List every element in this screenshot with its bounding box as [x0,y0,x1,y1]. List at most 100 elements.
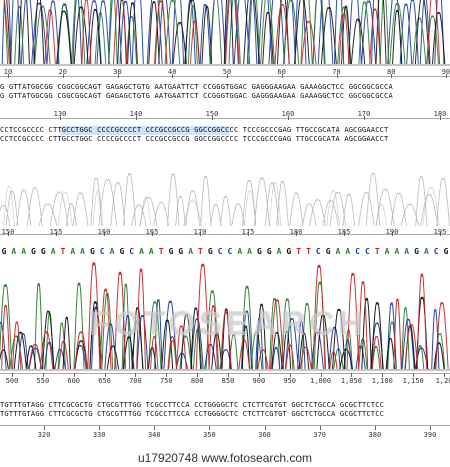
base-call-letter: A [139,247,144,256]
base-call-letter: C [129,247,134,256]
base-call-letter: G [444,247,449,256]
ruler-tick [104,373,106,377]
ruler-tick-label: 380 [368,431,382,439]
ruler-tick-label: 1,100 [371,377,393,385]
ruler-tick-label: 1,20 [435,377,450,385]
sequence-line: TGTTTGTAGG CTTCGCGCTG CTGCGTTTGG TCGCCTT… [0,410,385,418]
base-call-letter: G [208,247,213,256]
ruler-tick-label: 370 [313,431,327,439]
ruler-tick-label: 50 [222,68,232,76]
ruler-tick [288,116,289,120]
base-call-letter: G [326,247,331,256]
ruler-tick [228,373,229,377]
ruler-tick-label: 390 [423,431,437,439]
ruler-tick-label: 330 [92,431,106,439]
ruler-tick-label: 190 [385,228,399,236]
ruler-tick [351,373,353,377]
ruler-tick [248,232,249,236]
ruler-tick-label: 160 [97,228,111,236]
ruler-tick-label: 80 [387,68,396,76]
ruler-tick-label: 700 [129,377,142,385]
ruler-tick [212,116,213,120]
ruler-tick-label: 900 [252,377,266,385]
ruler-tick-label: 90 [441,68,450,76]
ruler-tick-label: 20 [58,68,67,76]
base-call-letter: A [404,247,409,256]
ruler-tick-label: 950 [283,377,297,385]
base-call-letter: A [70,247,75,256]
ruler-tick-label: 650 [98,377,111,385]
ruler-tick-label: 600 [67,377,81,385]
base-call-letter: T [306,247,311,256]
sequence-line: G GTTATGGCGG CGGCGGCAGT GAGAGCTGTG AATGA… [0,83,393,91]
ruler-tick-label: 40 [168,68,177,76]
base-call-letter: G [267,247,272,256]
ruler-tick-label: 195 [433,228,447,236]
ruler-tick-label: 150 [1,228,15,236]
base-call-letter: G [414,247,419,256]
ruler-tick [440,116,441,120]
base-call-letter: C [227,247,232,256]
base-call-letter: G [257,247,262,256]
watermark: FOTOSEARCH [89,305,367,343]
ruler-tick [413,373,415,377]
grey-trace-panel [0,168,450,228]
ruler-tick [392,232,393,236]
sequence-line: G GTTATGGCGG CGGCGGCAGT GAGAGCTGTG AATGA… [0,92,393,100]
base-call-letter: G [119,247,124,256]
ruler-tick-label: 30 [113,68,122,76]
ruler-tick-label: 170 [193,228,207,236]
ruler-tick [44,426,45,430]
ruler-tick-label: 850 [221,377,235,385]
ruler-tick-label: 70 [332,68,341,76]
ruler-tick-label: 550 [36,377,50,385]
ruler-tick-label: 360 [258,431,271,439]
ruler-tick [8,232,9,236]
ruler-tick [42,373,44,377]
base-call-letter: T [61,247,66,256]
ruler-tick-label: 750 [159,377,173,385]
ruler-tick-label: 180 [289,228,303,236]
base-call-letter: A [237,247,242,256]
ruler-tick [12,373,13,377]
ruler-tick [99,426,101,430]
ruler-tick [258,373,260,377]
trace-peaks [1,262,449,370]
base-call-letter: A [149,247,154,256]
base-call-letter: C [316,247,321,256]
base-call-letter: A [385,247,390,256]
trace-peaks [3,181,440,227]
ruler-tick [117,74,119,78]
ruler-tick-label: 155 [49,228,63,236]
ruler-tick [344,232,345,236]
base-call-letter: A [21,247,26,256]
base-call-letter: T [198,247,203,256]
ruler-tick [135,373,137,377]
image-caption: u17920748 www.fotosearch.com [0,449,450,467]
base-call-letter: G [286,247,291,256]
ruler-tick-label: 150 [205,110,219,118]
base-call-letter: C [365,247,370,256]
ruler-tick [200,232,201,236]
ruler-tick-label: 175 [241,228,255,236]
ruler-tick [209,426,211,430]
ruler-tick [73,373,75,377]
ruler-tick [440,232,441,236]
ruler-tick-label: 350 [203,431,216,439]
sequence-text-panel: 10 20 30 40 50 60 70 80 90 G GTTATGGCGG CGGCGGCA… [0,66,450,168]
lower-sequence-panel: 500 550 600 650 700 750 800 850 900 950 1,000 1,050… [0,371,450,449]
position-ruler [0,425,450,426]
sequence-line: CCTCCGCCCC CTTGCCTGGC CCCCGCCCCT CCCGCCG… [0,126,389,134]
base-call-letter: G [90,247,95,256]
base-call-letter: G [169,247,174,256]
ruler-tick [296,232,297,236]
position-ruler [0,234,450,235]
ruler-tick-label: 165 [145,228,159,236]
base-call-letter: A [394,247,399,256]
ruler-tick [166,373,168,377]
ruler-tick [197,373,199,377]
ruler-tick-label: 1,050 [340,377,362,385]
ruler-tick [319,426,321,430]
